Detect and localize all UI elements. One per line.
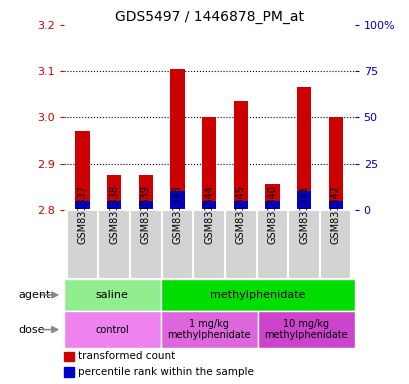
Text: dose: dose: [18, 324, 45, 334]
Bar: [107, 200, 121, 210]
Bar: [319, 210, 351, 279]
Text: saline: saline: [95, 290, 128, 300]
Bar: [98, 210, 130, 279]
Text: GSM831344: GSM831344: [204, 185, 213, 245]
Text: GSM831345: GSM831345: [235, 185, 245, 245]
Bar: [233, 101, 247, 210]
Bar: [170, 191, 184, 210]
Text: GSM831338: GSM831338: [109, 185, 119, 245]
Bar: [233, 200, 247, 210]
Bar: [265, 200, 279, 210]
Bar: [75, 200, 90, 210]
Bar: [138, 200, 153, 210]
Bar: [170, 69, 184, 210]
Text: GSM831343: GSM831343: [172, 185, 182, 245]
Bar: [328, 200, 342, 210]
Bar: [63, 367, 74, 377]
Text: GSM831342: GSM831342: [330, 185, 340, 245]
Text: 1 mg/kg
methylphenidate: 1 mg/kg methylphenidate: [167, 319, 250, 341]
Text: agent: agent: [18, 290, 51, 300]
Bar: [265, 184, 279, 210]
Bar: [328, 118, 342, 210]
Bar: [63, 352, 74, 361]
Text: percentile rank within the sample: percentile rank within the sample: [77, 367, 253, 377]
Bar: [288, 210, 319, 279]
Bar: [296, 191, 310, 210]
Bar: [75, 131, 90, 210]
Title: GDS5497 / 1446878_PM_at: GDS5497 / 1446878_PM_at: [115, 10, 303, 24]
Bar: [160, 279, 354, 311]
Bar: [138, 175, 153, 210]
Bar: [160, 311, 257, 348]
Text: GSM831337: GSM831337: [77, 185, 87, 245]
Bar: [202, 118, 216, 210]
Bar: [225, 210, 256, 279]
Bar: [107, 175, 121, 210]
Text: GSM831339: GSM831339: [140, 185, 151, 245]
Bar: [63, 311, 160, 348]
Text: 10 mg/kg
methylphenidate: 10 mg/kg methylphenidate: [264, 319, 347, 341]
Bar: [63, 279, 160, 311]
Text: control: control: [95, 324, 128, 334]
Bar: [161, 210, 193, 279]
Bar: [296, 87, 310, 210]
Bar: [257, 311, 354, 348]
Text: GSM831341: GSM831341: [298, 185, 308, 245]
Bar: [130, 210, 161, 279]
Bar: [256, 210, 288, 279]
Bar: [202, 200, 216, 210]
Text: GSM831340: GSM831340: [267, 185, 277, 245]
Bar: [193, 210, 225, 279]
Text: methylphenidate: methylphenidate: [209, 290, 305, 300]
Bar: [67, 210, 98, 279]
Text: transformed count: transformed count: [77, 351, 174, 361]
